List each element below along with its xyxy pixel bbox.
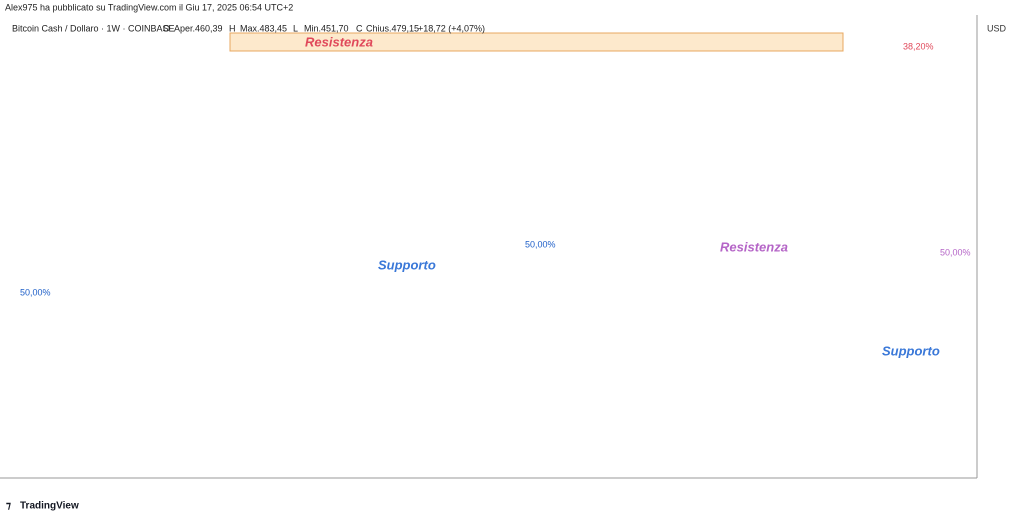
fib-label: 38,20% <box>903 41 934 51</box>
resistance-box <box>229 32 844 52</box>
ohlc-value: Aper.460,39 <box>174 23 223 33</box>
ohlc-value: Max.483,45 <box>240 23 287 33</box>
logo-mark: ⁊ <box>6 501 11 512</box>
ohlc-key: O <box>163 23 170 33</box>
fib-label: 50,00% <box>940 247 971 257</box>
fib-label: 50,00% <box>525 239 556 249</box>
ohlc-value: Chius.479,15 <box>366 23 419 33</box>
currency: USD <box>987 23 1007 33</box>
symbol: Bitcoin Cash / Dollaro · 1W · COINBASE <box>12 23 175 33</box>
annotation: Supporto <box>378 257 436 272</box>
annotation: Resistenza <box>720 239 788 254</box>
published: Alex975 ha pubblicato su TradingView.com… <box>5 2 293 12</box>
annotation: Supporto <box>882 343 940 358</box>
brand: TradingView <box>20 501 79 512</box>
fib-label: 50,00% <box>20 287 51 297</box>
ohlc-change: +18,72 (+4,07%) <box>418 23 485 33</box>
ohlc-key: H <box>229 23 236 33</box>
ohlc-key: L <box>293 23 298 33</box>
ohlc-key: C <box>356 23 363 33</box>
ohlc-value: Min.451,70 <box>304 23 349 33</box>
annotation: Resistenza <box>305 34 373 49</box>
